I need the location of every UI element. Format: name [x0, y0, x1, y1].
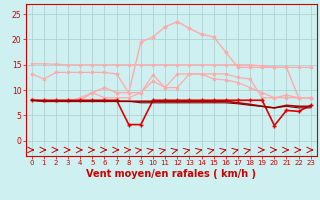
X-axis label: Vent moyen/en rafales ( km/h ): Vent moyen/en rafales ( km/h ): [86, 169, 256, 179]
